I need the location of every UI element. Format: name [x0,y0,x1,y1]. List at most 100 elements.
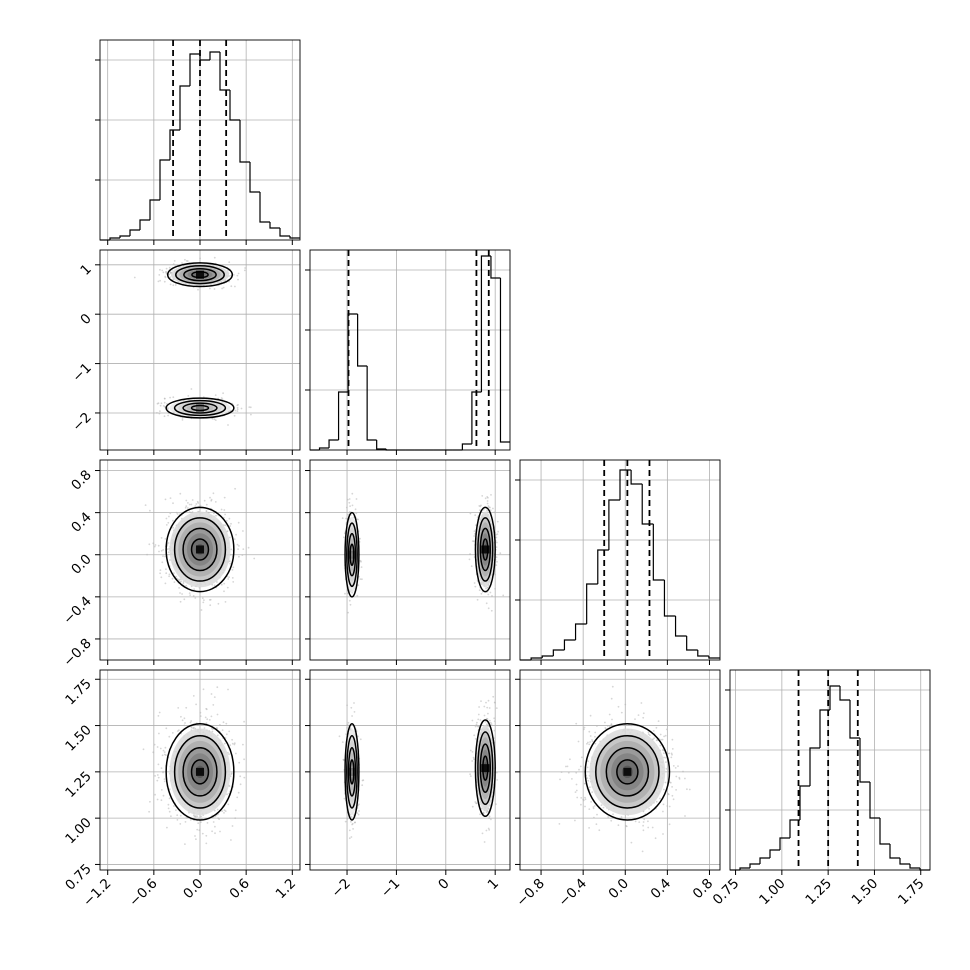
scatter-point [210,498,213,501]
scatter-point [483,841,486,843]
scatter-point [230,839,232,841]
scatter-point [630,841,633,844]
scatter-point [346,723,349,726]
scatter-point [348,511,351,513]
scatter-point [469,553,471,555]
scatter-point [576,796,579,799]
scatter-point [175,511,178,514]
scatter-point [343,536,345,539]
density-core [481,764,490,773]
hist-bar [499,278,510,443]
scatter-point [173,572,175,575]
scatter-point [169,396,172,399]
scatter-point [232,566,235,569]
scatter-point [164,582,167,585]
scatter-point [361,784,364,787]
scatter-point [586,766,589,769]
scatter-point [566,765,569,768]
hist-bar [289,236,300,239]
scatter-point [493,729,496,732]
scatter-point [343,797,346,800]
scatter-point [359,537,361,540]
scatter-point [569,758,571,761]
scatter-point [229,562,232,565]
scatter-point [187,507,189,509]
scatter-point [168,266,171,269]
scatter-point [199,711,202,714]
scatter-point [223,509,226,511]
scatter-point [179,492,182,495]
scatter-point [209,496,211,499]
scatter-point [468,558,471,561]
scatter-point [225,519,228,522]
y-tick-label: −2 [69,409,94,434]
scatter-point [163,751,166,753]
scatter-point [224,513,227,516]
scatter-point [231,738,234,741]
scatter-point [473,734,476,737]
hist-bar [608,499,620,550]
scatter-point [200,609,203,611]
scatter-point [159,410,161,412]
panel-content [520,670,720,870]
contour-line [182,402,218,414]
x-tick-label: 1.25 [802,876,835,909]
scatter-point [480,592,483,595]
scatter-point [487,712,489,715]
hist-bar [697,650,709,657]
scatter-point [229,553,232,556]
hist-bar [179,85,190,130]
scatter-point [668,805,671,808]
y-tick-label: 1 [77,261,94,278]
panel-content [310,670,510,870]
contour-line [173,517,227,582]
scatter-point [624,703,627,706]
scatter-point [358,810,360,812]
hist-bar [541,655,554,658]
scatter-point [233,538,236,540]
scatter-point [484,497,487,500]
scatter-point [474,725,477,728]
scatter-point [495,707,498,709]
scatter-point [149,800,151,803]
scatter-point [232,581,235,583]
density-core [196,545,204,554]
scatter-point [483,705,486,708]
scatter-point [357,584,360,587]
scatter-point [592,806,595,808]
density-core [196,404,204,413]
contour-line [349,759,355,785]
scatter-point [502,594,505,597]
scatter-point [634,820,637,823]
x-tick-label: −0.4 [555,876,589,910]
scatter-point [583,728,585,731]
scatter-point [158,550,160,553]
contour-line [191,270,209,279]
pair-panel-1-0: −2 −1 0 1 [69,249,301,455]
scatter-point [177,707,180,709]
scatter-point [593,816,595,819]
scatter-point [203,499,206,502]
scatter-point [241,554,244,556]
scatter-point [589,735,592,737]
scatter-point [348,501,351,504]
scatter-point [487,593,490,596]
contour-line [346,734,358,809]
scatter-point [593,805,596,807]
scatter-point [213,809,216,812]
scatter-point [236,796,239,799]
contour-line [183,268,217,282]
scatter-point [663,735,665,738]
scatter-point [183,598,186,601]
scatter-point [238,761,241,764]
scatter-point [350,706,353,709]
scatter-point [159,569,162,571]
scatter-point [249,406,252,409]
scatter-point [560,771,563,773]
scatter-point [167,551,170,554]
scatter-point [194,835,196,837]
scatter-point [217,602,220,605]
scatter-point [686,788,688,791]
hist-bar [708,656,720,659]
scatter-point [216,734,219,737]
